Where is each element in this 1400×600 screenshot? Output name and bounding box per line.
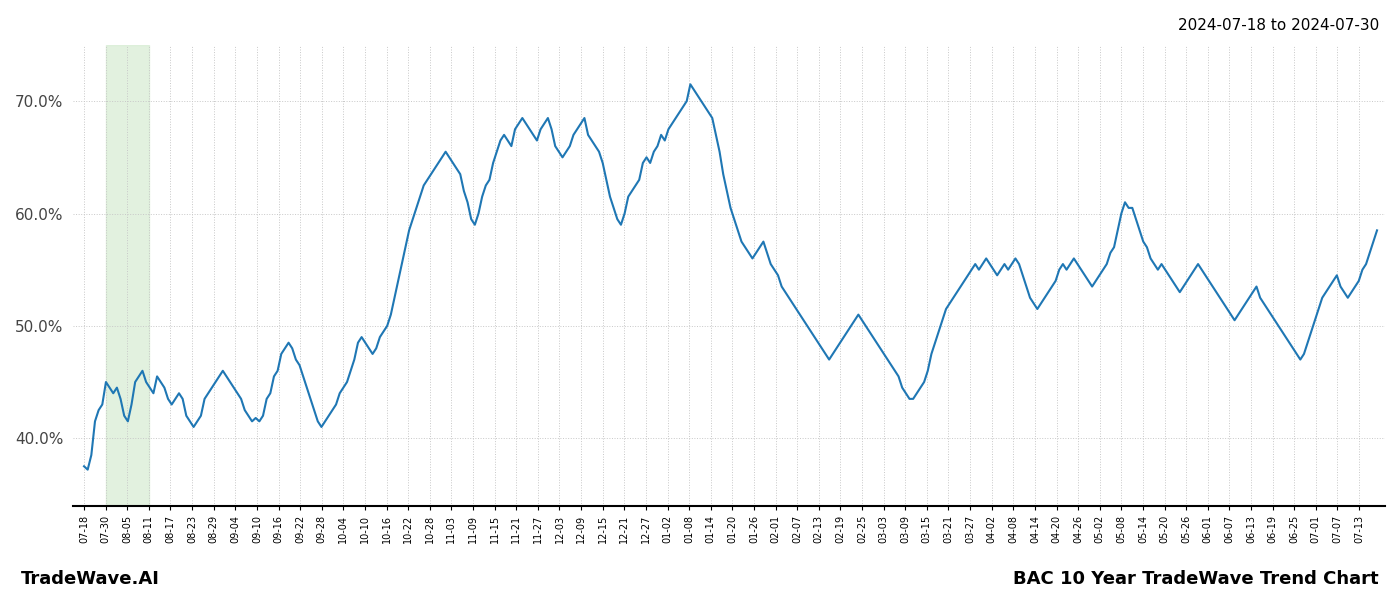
Text: BAC 10 Year TradeWave Trend Chart: BAC 10 Year TradeWave Trend Chart bbox=[1014, 570, 1379, 588]
Text: 2024-07-18 to 2024-07-30: 2024-07-18 to 2024-07-30 bbox=[1177, 18, 1379, 33]
Text: TradeWave.AI: TradeWave.AI bbox=[21, 570, 160, 588]
Bar bbox=[105, 45, 148, 506]
